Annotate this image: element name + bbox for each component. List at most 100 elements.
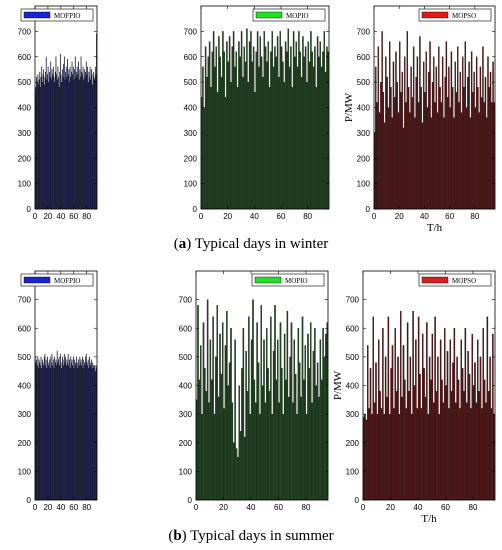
bar xyxy=(308,61,311,210)
bar xyxy=(462,56,464,210)
bar xyxy=(379,391,381,501)
y-tick-label: 400 xyxy=(346,382,360,391)
bar xyxy=(211,379,213,501)
bar xyxy=(438,46,440,210)
bar xyxy=(414,117,416,210)
bar xyxy=(54,356,56,501)
bar xyxy=(289,356,291,501)
bar xyxy=(79,69,81,210)
bar xyxy=(485,402,487,501)
y-tick-label: 400 xyxy=(184,104,198,113)
bar xyxy=(244,436,246,501)
bar xyxy=(52,365,54,501)
bar xyxy=(449,339,451,501)
bar xyxy=(396,82,398,210)
bar xyxy=(58,356,60,501)
bar xyxy=(311,51,313,210)
bar xyxy=(71,71,72,210)
bar xyxy=(244,61,247,210)
bar xyxy=(216,92,219,210)
x-axis-label: T/h xyxy=(427,222,443,234)
bar xyxy=(422,333,424,501)
bar xyxy=(42,362,44,501)
legend-swatch xyxy=(421,276,449,284)
bar xyxy=(49,76,51,210)
bar xyxy=(308,368,311,501)
bar xyxy=(42,74,44,210)
bar xyxy=(377,46,380,210)
bar xyxy=(259,414,261,501)
bar xyxy=(40,356,42,501)
bar xyxy=(79,356,81,501)
chart-winter-mofpio: 0 100 200 300 400 500 600 700 0 20 40 60 80 MOFPIO xyxy=(18,5,98,221)
bar xyxy=(421,122,424,210)
y-tick-label: 600 xyxy=(18,53,32,62)
bar xyxy=(214,66,216,210)
x-tick-label: 0 xyxy=(372,212,377,221)
bar xyxy=(84,365,86,501)
bar xyxy=(474,107,477,210)
bar xyxy=(239,431,242,501)
bar xyxy=(290,322,293,501)
bar xyxy=(81,365,83,501)
bar xyxy=(200,345,202,501)
bar xyxy=(406,31,409,210)
bar xyxy=(404,379,406,501)
bar xyxy=(82,356,83,501)
bar xyxy=(425,51,427,210)
x-tick-label: 20 xyxy=(43,212,52,221)
bar xyxy=(310,31,312,210)
bar xyxy=(50,356,52,501)
bar xyxy=(247,82,249,210)
bar xyxy=(69,82,70,210)
bar xyxy=(424,396,427,501)
bar xyxy=(292,402,294,501)
bar xyxy=(63,353,65,501)
x-tick-label: 20 xyxy=(219,503,228,512)
bar xyxy=(41,368,43,501)
x-tick-label: 0 xyxy=(33,212,38,221)
bar xyxy=(274,305,276,501)
bar xyxy=(444,328,446,501)
bar xyxy=(212,31,215,210)
bar xyxy=(257,362,260,501)
bar xyxy=(478,391,480,501)
bar xyxy=(452,362,454,501)
y-tick-label: 500 xyxy=(179,353,193,362)
bar xyxy=(387,316,390,501)
bar xyxy=(255,402,257,501)
bar xyxy=(320,66,323,210)
bar xyxy=(389,414,391,501)
bar xyxy=(439,87,441,210)
bar xyxy=(82,66,84,210)
y-tick-label: 100 xyxy=(18,180,32,189)
bar xyxy=(248,316,250,501)
x-tick-label: 60 xyxy=(69,503,78,512)
bar xyxy=(67,59,68,210)
bar xyxy=(383,414,385,501)
bar xyxy=(213,414,216,501)
bar xyxy=(62,76,64,210)
chart-summer-mofpio: 0 100 200 300 400 500 600 700 0 20 40 60 80 MOFPIO xyxy=(18,270,98,512)
bar xyxy=(260,56,263,210)
legend-swatch xyxy=(255,11,283,19)
bar xyxy=(227,61,229,210)
bar xyxy=(303,56,305,210)
bar xyxy=(303,379,305,501)
bar xyxy=(54,71,56,210)
bar xyxy=(282,414,284,501)
bar xyxy=(466,402,468,501)
y-tick-label: 100 xyxy=(357,180,371,189)
bar xyxy=(266,61,268,210)
bar xyxy=(54,362,56,501)
bar xyxy=(75,365,77,501)
bar xyxy=(268,391,271,501)
bar xyxy=(279,31,281,210)
bar xyxy=(197,305,199,501)
bar xyxy=(433,402,435,501)
bar xyxy=(288,66,291,210)
bar xyxy=(433,56,435,210)
bar xyxy=(208,41,211,210)
bar xyxy=(369,368,372,501)
bar xyxy=(51,362,52,501)
